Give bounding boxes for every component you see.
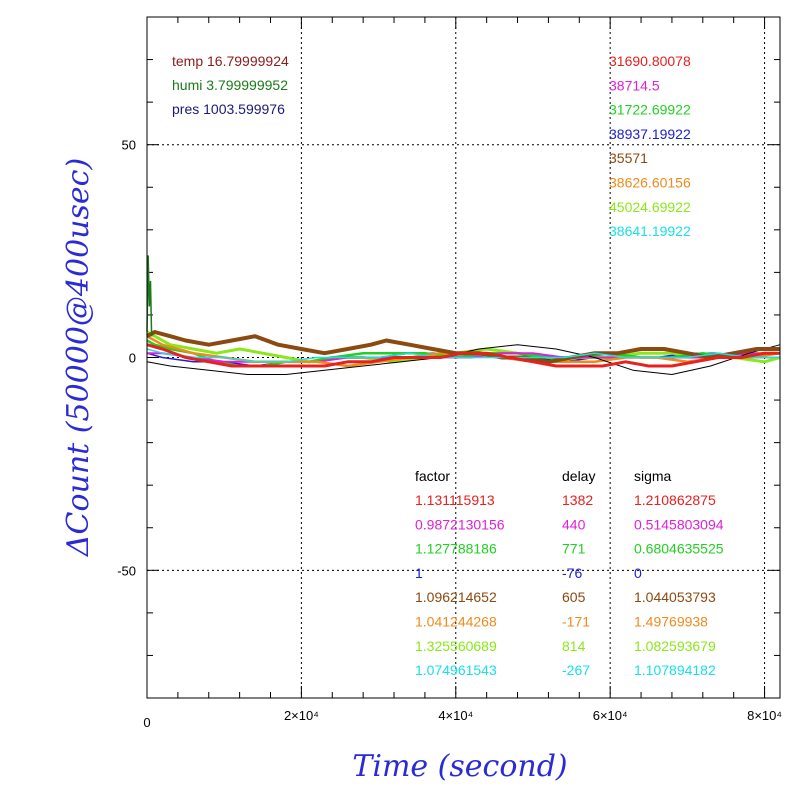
series-line-7 — [146, 330, 780, 364]
legend-value: 35571 — [609, 150, 648, 166]
env-reading: pres 1003.599976 — [172, 101, 285, 117]
fit-table-cell: 1.074961543 — [415, 662, 497, 678]
series-line-9 — [146, 343, 780, 368]
fit-table-header: sigma — [634, 468, 672, 484]
tick-labels: 0 2×10⁴ 4×10⁴ 6×10⁴ 8×10⁴ 50 0 -50 — [117, 138, 782, 730]
legend-value: 38937.19922 — [609, 126, 691, 142]
fit-table-cell: 605 — [562, 589, 586, 605]
fit-table-cell: -76 — [562, 565, 582, 581]
fit-table-cell: 1.325560689 — [415, 638, 497, 654]
y-tick-label: 50 — [122, 138, 136, 153]
fit-table-cell: 771 — [562, 541, 586, 557]
fit-table-cell: 1.49769938 — [634, 614, 708, 630]
x-axis-title: Time (second) — [352, 749, 567, 784]
x-tick-label: 6×10⁴ — [593, 708, 628, 723]
fit-table-cell: 0.5145803094 — [634, 516, 724, 532]
env-reading: temp 16.79999924 — [172, 53, 289, 69]
fit-table-cell: 1.131115913 — [415, 492, 495, 508]
series-line-8 — [146, 348, 780, 363]
series-initial-spike — [146, 255, 153, 337]
fit-table-cell: 440 — [562, 516, 586, 532]
fit-table-cell: -171 — [562, 614, 590, 630]
fit-table-cell: 1.096214652 — [415, 589, 497, 605]
x-tick-label: 4×10⁴ — [438, 708, 473, 723]
legend-value: 38626.60156 — [609, 175, 691, 191]
fit-table-cell: -267 — [562, 662, 590, 678]
fit-table-cell: 1.210862875 — [634, 492, 716, 508]
fit-table-cell: 1.044053793 — [634, 589, 716, 605]
fit-table-cell: 1.082593679 — [634, 638, 716, 654]
y-tick-label: 0 — [129, 351, 136, 366]
x-tick-label: 8×10⁴ — [747, 708, 782, 723]
env-reading: humi 3.799999952 — [172, 77, 288, 93]
legend-value: 38641.19922 — [609, 223, 691, 239]
fit-table-cell: 1382 — [562, 492, 593, 508]
y-tick-label: -50 — [117, 563, 136, 578]
x-tick-label: 0 — [143, 715, 150, 730]
y-axis-title: ΔCount (50000@400usec) — [61, 158, 96, 557]
legend-value: 45024.69922 — [609, 199, 691, 215]
fit-table-cell: 1 — [415, 565, 423, 581]
fit-table-cell: 0.6804635525 — [634, 541, 724, 557]
environment-readings: temp 16.79999924 humi 3.799999952 pres 100… — [172, 53, 289, 117]
plot-frame — [146, 16, 781, 699]
legend-value: 31722.69922 — [609, 102, 691, 118]
legend-value: 31690.80078 — [609, 53, 691, 69]
fit-table-cell: 1.127788186 — [415, 541, 497, 557]
fit-table-cell: 0.9872130156 — [415, 516, 505, 532]
fit-table-cell: 1.107894182 — [634, 662, 716, 678]
fit-table-header: factor — [415, 468, 450, 484]
fit-table-header: delay — [562, 468, 595, 484]
fit-table-cell: 814 — [562, 638, 586, 654]
legend-value: 38714.5 — [609, 77, 660, 93]
series-value-legend: 31690.80078 38714.5 31722.69922 38937.19922… — [609, 53, 691, 239]
fit-table-cell: 1.041244268 — [415, 614, 497, 630]
series-group — [146, 255, 781, 375]
fit-parameter-table: factor delay sigma 1.131115913 1382 1.2108628… — [415, 468, 724, 678]
fit-table-cell: 0 — [634, 565, 642, 581]
x-tick-label: 2×10⁴ — [284, 708, 319, 723]
